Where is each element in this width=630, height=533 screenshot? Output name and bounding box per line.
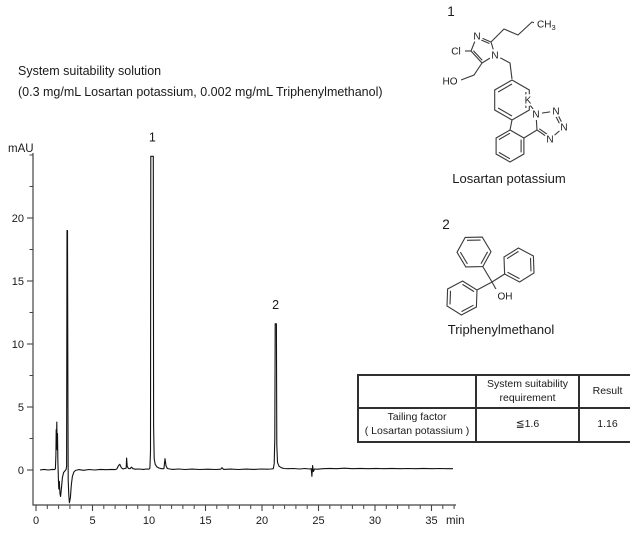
axis-lines: [32, 153, 456, 506]
n-atom-label: N: [473, 32, 480, 43]
butyl-chain-bonds: [490, 21, 541, 43]
k-atom-label: K: [525, 96, 532, 107]
benzene-double-bond: [461, 304, 474, 313]
n-atom-label: N: [532, 110, 539, 121]
x-tick-label: 0: [33, 515, 39, 527]
x-tick-label: 5: [89, 515, 95, 527]
parameter-line1: Tailing factor: [387, 411, 447, 424]
x-tick-label: 20: [256, 515, 268, 527]
benzene-double-bond: [480, 251, 489, 264]
losartan-bonds: [460, 21, 565, 163]
benzene-double-bond: [449, 290, 452, 305]
ch3-atom-label: CH3: [537, 20, 556, 33]
benzene-ring: [446, 280, 478, 316]
triphenylmethanol-structure: 2 OH Triphenylmethanol: [442, 217, 554, 337]
n-atom-label: N: [560, 123, 567, 134]
x-tick-label: 25: [312, 515, 324, 527]
x-tick-label: 15: [199, 515, 211, 527]
n-atom-label: N: [552, 107, 559, 118]
table-row: Tailing factor ( Losartan potassium ) ≦1…: [357, 407, 630, 443]
x-tick-label: 35: [425, 515, 437, 527]
chromatogram-trace: [39, 155, 453, 504]
table-cell-requirement: ≦1.6: [475, 407, 580, 443]
benzene-double-bond: [497, 107, 513, 117]
imidazole-ring: [470, 35, 496, 64]
oh-atom-label: OH: [498, 292, 513, 303]
peak-label-1: 1: [149, 130, 156, 144]
benzene-double-bond: [498, 132, 511, 141]
y-tick-label: 15: [12, 276, 24, 288]
n-atom-label: N: [546, 135, 553, 146]
table-cell-result: 1.16: [578, 407, 630, 443]
table-cell-parameter: Tailing factor ( Losartan potassium ): [357, 407, 477, 443]
x-axis-unit-label: min: [446, 515, 465, 527]
triphenylmethanol-bonds: [446, 236, 535, 316]
parameter-line2: ( Losartan potassium ): [364, 424, 470, 437]
atom-label-masks: [494, 289, 516, 301]
table-header-row: System suitability requirement Result: [357, 373, 630, 410]
benzene-ring: [456, 236, 492, 268]
ho-atom-label: HO: [443, 77, 458, 88]
n-atom-label: N: [491, 51, 498, 62]
structure-index-label: 1: [447, 4, 455, 19]
hydroxymethyl-bonds: [460, 62, 483, 81]
triphenylmethanol-labels: 2 OH Triphenylmethanol: [442, 217, 554, 337]
system-suitability-table: System suitability requirement Result Ta…: [357, 373, 630, 443]
benzene-double-bond: [462, 283, 475, 293]
sample-title-block: System suitability solution (0.3 mg/mL L…: [18, 61, 383, 103]
benzene-double-bond: [507, 271, 520, 280]
benzene-double-bond: [498, 151, 511, 160]
structure-caption: Triphenylmethanol: [448, 322, 555, 337]
sample-title-line2: (0.3 mg/mL Losartan potassium, 0.002 mg/…: [18, 85, 383, 99]
sample-title-line1: System suitability solution: [18, 64, 162, 78]
losartan-atom-labels: 1 N N Cl HO CH3 K N N N N Losartan potas…: [443, 4, 568, 186]
y-tick-label: 10: [12, 339, 24, 351]
cl-atom-label: Cl: [451, 47, 460, 58]
table-header-parameter: [357, 373, 477, 410]
losartan-structure: 1 N N Cl HO CH3 K N N N N Losartan potas…: [440, 4, 570, 186]
benzene-double-bond: [459, 251, 468, 265]
x-tick-label: 10: [143, 515, 155, 527]
benzene-double-bond: [497, 83, 513, 93]
biphenyl-bond: [509, 119, 513, 131]
y-tick-label: 5: [18, 402, 24, 414]
y-axis-unit-label: mAU: [8, 143, 34, 155]
x-tick-label: 30: [369, 515, 381, 527]
central-carbon-bonds: [476, 266, 505, 292]
benzene-ring: [495, 129, 525, 163]
tetrazole-attach-bond: [523, 129, 538, 139]
structure-index-label: 2: [442, 217, 450, 232]
benzene-ring: [503, 247, 535, 283]
y-tick-label: 20: [12, 213, 24, 225]
atom-label-masks: [440, 17, 570, 145]
structure-caption: Losartan potassium: [452, 171, 565, 186]
peak-label-2: 2: [272, 298, 279, 312]
table-header-result: Result: [578, 373, 630, 410]
y-tick-label: 0: [18, 465, 24, 477]
benzene-ring: [494, 79, 530, 121]
benzene-double-bond: [506, 250, 519, 260]
table-header-requirement: System suitability requirement: [475, 373, 580, 410]
benzene-double-bond: [529, 257, 532, 272]
